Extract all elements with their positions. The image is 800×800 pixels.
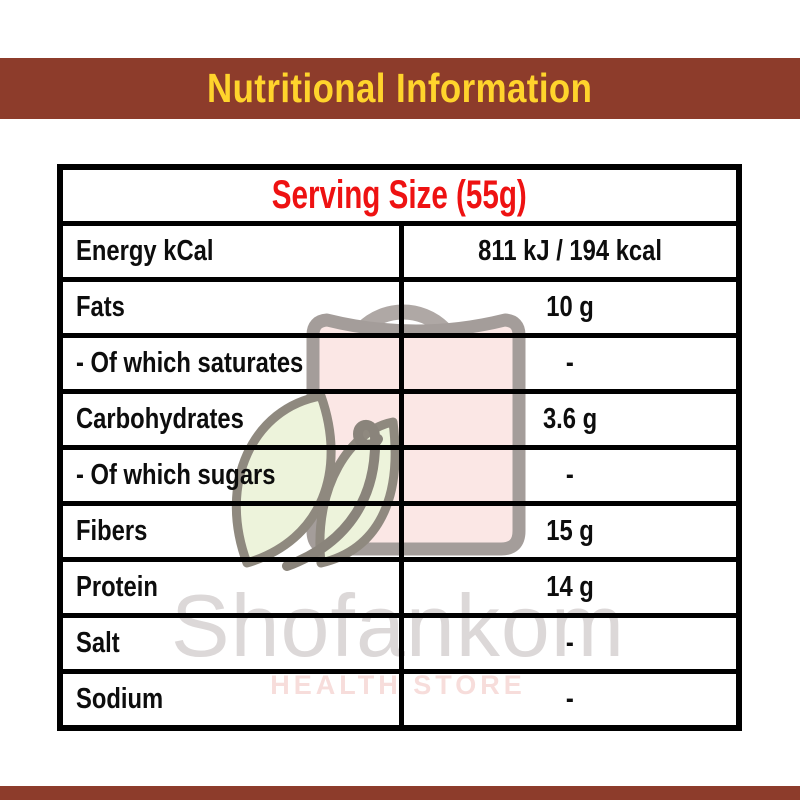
table-row: Fibers 15 g: [63, 501, 736, 557]
table-row: Carbohydrates 3.6 g: [63, 389, 736, 445]
table-row: Sodium -: [63, 669, 736, 725]
nutrient-value: -: [566, 347, 574, 379]
nutrient-label-cell: Salt: [63, 618, 399, 669]
nutrient-value: 3.6 g: [542, 403, 598, 435]
leaf-stem-shape: [282, 419, 383, 571]
table-row: - Of which saturates -: [63, 333, 736, 389]
nutrient-label: Fats: [76, 291, 125, 323]
nutrient-label: Carbohydrates: [76, 403, 244, 435]
watermark-brand-text: Shofankom: [170, 576, 626, 675]
nutrient-value-cell: -: [399, 618, 736, 669]
nutrient-label-cell: - Of which sugars: [63, 450, 399, 501]
nutrient-value-cell: 811 kJ / 194 kcal: [399, 226, 736, 277]
nutrient-label-cell: Energy kCal: [63, 226, 399, 277]
watermark-tagline-text: HEALTH STORE: [270, 670, 526, 700]
nutrient-label-cell: Fibers: [63, 506, 399, 557]
nutrient-label-cell: Protein: [63, 562, 399, 613]
table-row: Fats 10 g: [63, 277, 736, 333]
nutrient-value: 10 g: [546, 291, 594, 323]
nutrient-value: 14 g: [546, 571, 594, 603]
nutrient-value-cell: -: [399, 674, 736, 725]
nutrient-label: Sodium: [76, 683, 164, 715]
nutrition-table: Serving Size (55g) Energy kCal 811 kJ / …: [57, 164, 742, 731]
header-banner: Nutritional Information: [0, 58, 800, 119]
nutrient-label: Fibers: [76, 515, 148, 547]
leaf-left-shape: [231, 391, 336, 568]
nutrient-value-cell: 15 g: [399, 506, 736, 557]
nutrient-label-cell: - Of which saturates: [63, 338, 399, 389]
nutrient-label-cell: Sodium: [63, 674, 399, 725]
table-row: Energy kCal 811 kJ / 194 kcal: [63, 221, 736, 277]
footer-band: [0, 786, 800, 800]
nutrient-value-cell: 14 g: [399, 562, 736, 613]
nutrient-value: -: [566, 627, 574, 659]
nutrient-value-cell: -: [399, 450, 736, 501]
nutrient-label: Energy kCal: [76, 235, 214, 267]
nutrient-value-cell: 3.6 g: [399, 394, 736, 445]
table-header-row: Serving Size (55g): [63, 170, 736, 221]
nutrient-value: 15 g: [546, 515, 594, 547]
nutrient-label: Protein: [76, 571, 158, 603]
nutrient-value: -: [566, 683, 574, 715]
nutrient-value: 811 kJ / 194 kcal: [478, 235, 662, 267]
serving-size-title: Serving Size (55g): [272, 173, 527, 217]
nutrient-value: -: [566, 459, 574, 491]
table-row: Salt -: [63, 613, 736, 669]
nutrient-label: - Of which saturates: [76, 347, 304, 379]
nutrient-value-cell: -: [399, 338, 736, 389]
table-row: Protein 14 g: [63, 557, 736, 613]
table-row: - Of which sugars -: [63, 445, 736, 501]
nutrient-label-cell: Carbohydrates: [63, 394, 399, 445]
nutrient-label: Salt: [76, 627, 120, 659]
page-title: Nutritional Information: [207, 65, 593, 111]
nutrient-label-cell: Fats: [63, 282, 399, 333]
nutrient-label: - Of which sugars: [76, 459, 276, 491]
nutrient-value-cell: 10 g: [399, 282, 736, 333]
shopping-bag-with-leaves-icon: [231, 304, 526, 571]
